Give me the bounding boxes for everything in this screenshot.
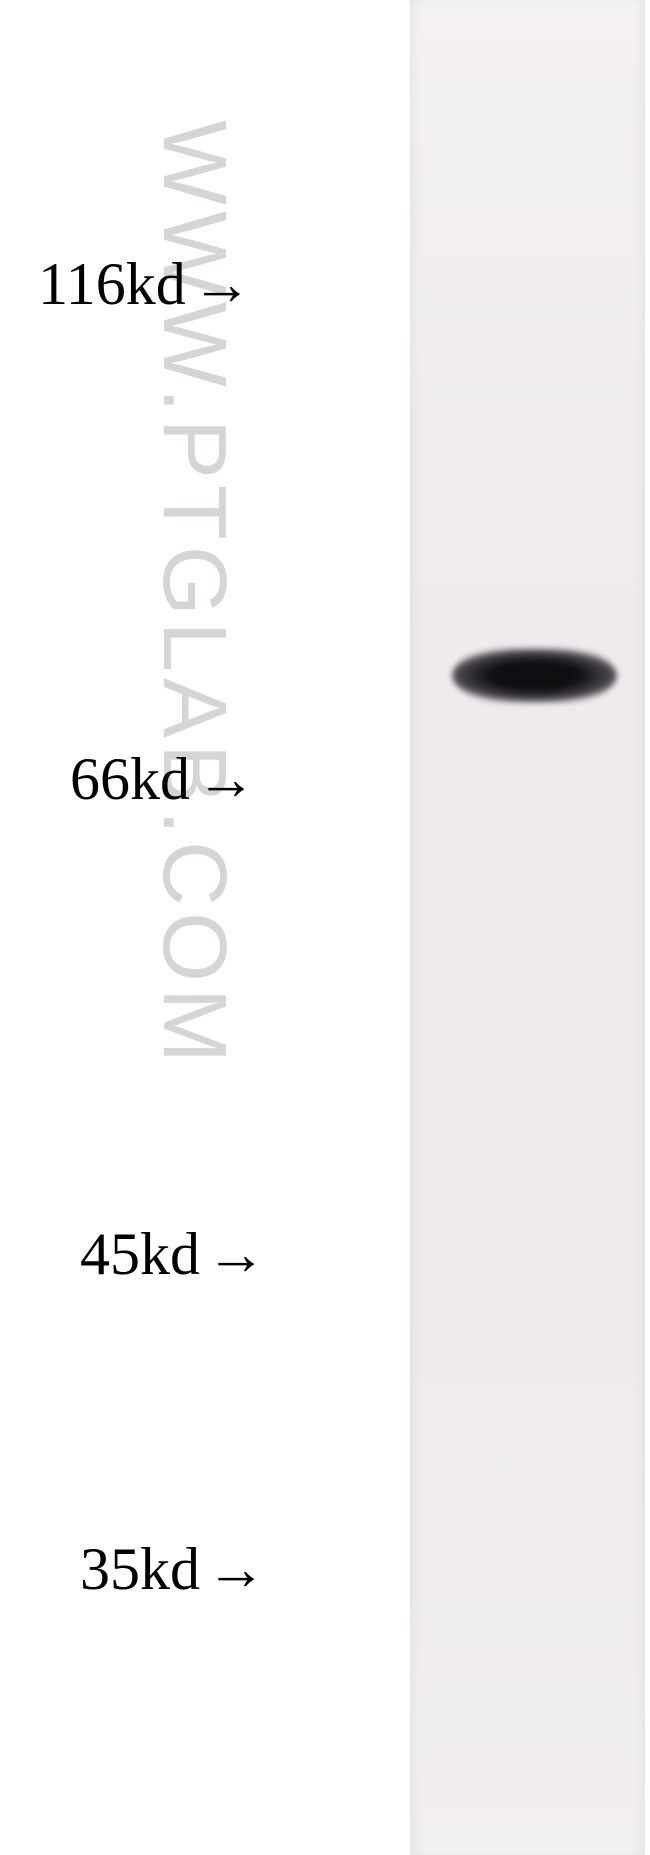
mw-marker-116kd: 116kd → bbox=[38, 250, 252, 319]
mw-marker-66kd: 66kd → bbox=[70, 745, 256, 814]
arrow-icon: → bbox=[192, 250, 252, 319]
mw-marker-45kd: 45kd → bbox=[80, 1220, 266, 1289]
mw-marker-label: 66kd bbox=[70, 745, 190, 814]
arrow-icon: → bbox=[206, 1535, 266, 1604]
mw-marker-35kd: 35kd → bbox=[80, 1535, 266, 1604]
blot-lane bbox=[410, 0, 645, 1855]
mw-marker-label: 35kd bbox=[80, 1535, 200, 1604]
mw-marker-label: 116kd bbox=[38, 250, 186, 319]
protein-band bbox=[452, 648, 617, 703]
western-blot-figure: WWW.PTGLAB.COM 116kd → 66kd → 45kd → 35k… bbox=[0, 0, 650, 1855]
arrow-icon: → bbox=[196, 745, 256, 814]
arrow-icon: → bbox=[206, 1220, 266, 1289]
mw-marker-label: 45kd bbox=[80, 1220, 200, 1289]
